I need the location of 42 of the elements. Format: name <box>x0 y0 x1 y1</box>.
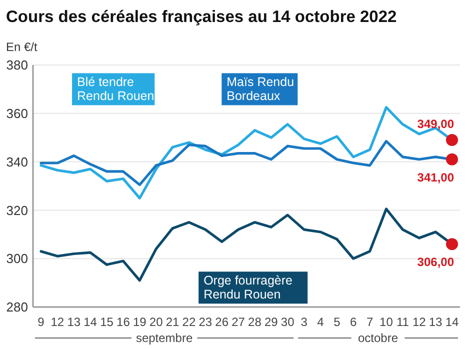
y-axis-title: En €/t <box>6 40 38 54</box>
x-tick-label: 4 <box>317 315 324 329</box>
data-label: 349,00 <box>417 117 454 132</box>
x-tick-label: 13 <box>67 315 81 329</box>
x-tick-label: 30 <box>280 315 295 329</box>
y-tick-label: 300 <box>6 251 28 266</box>
x-tick-label: 29 <box>264 315 278 329</box>
x-tick-label: 9 <box>38 315 45 329</box>
text: Maïs Rendu Bordeaux <box>226 75 294 104</box>
text: Blé tendre Rendu Rouen <box>77 75 154 104</box>
x-tick-label: 3 <box>300 315 308 329</box>
x-tick-label: 11 <box>396 315 410 329</box>
x-tick-label: 22 <box>182 315 196 329</box>
x-tick-label: 14 <box>84 315 98 329</box>
y-tick-label: 360 <box>6 106 28 121</box>
x-tick-label: 15 <box>100 315 114 329</box>
text: octobre <box>358 331 398 345</box>
x-tick-label: 26 <box>215 315 229 329</box>
x-tick-label: 10 <box>380 315 394 329</box>
x-tick-label: 5 <box>334 315 341 329</box>
y-tick-label: 380 <box>6 58 28 73</box>
data-label: 306,00 <box>417 255 454 270</box>
x-tick-label: 14 <box>445 315 459 329</box>
x-tick-label: 19 <box>132 315 147 329</box>
x-tick-label: 20 <box>149 315 164 329</box>
x-tick-label: 21 <box>166 315 180 329</box>
x-tick-label: 7 <box>366 315 374 329</box>
y-tick-label: 340 <box>6 154 28 170</box>
x-tick-label: 13 <box>428 315 443 329</box>
text: septembre <box>136 331 193 345</box>
x-tick-label: 12 <box>412 315 426 329</box>
x-tick-label: 12 <box>50 315 64 329</box>
x-tick-label: 23 <box>198 315 212 329</box>
x-tick-label: 6 <box>350 315 358 329</box>
data-label: 341,00 <box>417 170 454 184</box>
y-tick-label: 280 <box>6 300 28 315</box>
chart-title: Cours des céréales françaises au 14 octobre 2022 <box>6 8 397 26</box>
x-tick-label: 27 <box>232 315 246 329</box>
y-tick-label: 320 <box>6 202 28 218</box>
text: Orge fourragère Rendu Rouen <box>204 274 293 302</box>
x-tick-label: 16 <box>116 315 130 329</box>
x-tick-label: 28 <box>248 315 262 329</box>
